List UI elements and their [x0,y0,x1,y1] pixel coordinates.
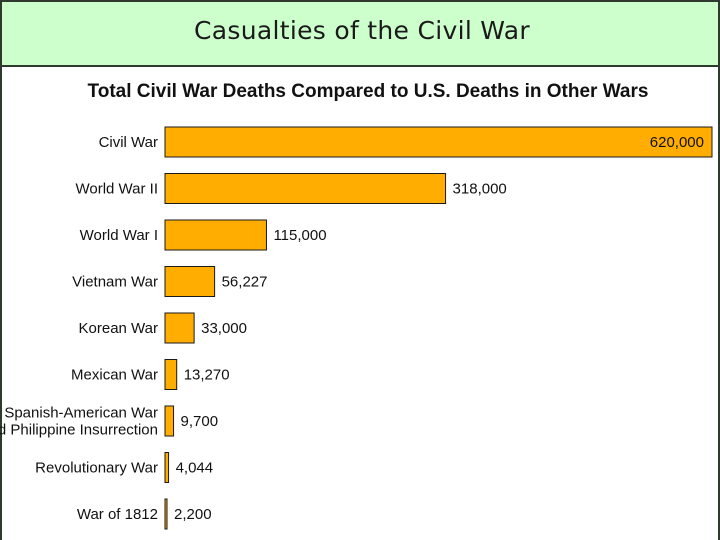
bar [164,405,175,437]
data-label: 2,200 [174,506,212,523]
data-label: 9,700 [181,413,219,430]
bar [164,498,168,530]
data-label: 13,270 [184,367,230,384]
bar [164,359,178,390]
bar [164,312,195,344]
bar [164,266,216,297]
bar-chart: Total Civil War Deaths Compared to U.S. … [0,81,713,530]
data-label: 56,227 [222,274,268,291]
category-label: and Philippine Insurrection [0,422,158,439]
bars-layer: Civil War 620,000 World War II 318,000 World… [0,126,713,530]
category-label: Spanish-American War [4,405,158,422]
data-label: 318,000 [453,181,507,198]
data-label: 4,044 [176,460,214,477]
category-label: Mexican War [71,367,158,384]
bar [164,173,447,204]
data-label: 33,000 [201,320,247,337]
slide-title: Casualties of the Civil War [194,16,530,45]
data-label: 620,000 [650,134,704,151]
bar [164,452,170,483]
slide-header: Casualties of the Civil War [0,0,720,67]
bar [164,219,267,251]
category-label: Vietnam War [72,274,158,291]
category-label: Revolutionary War [35,460,158,477]
category-label: War of 1812 [77,506,158,523]
slide-frame [0,67,720,540]
bar [164,126,713,158]
category-label: Korean War [79,320,158,337]
category-label: Civil War [99,134,158,151]
chart-title: Total Civil War Deaths Compared to U.S. … [88,81,649,102]
category-label: World War I [80,227,158,244]
data-label: 115,000 [273,227,326,244]
category-label: World War II [75,181,158,198]
